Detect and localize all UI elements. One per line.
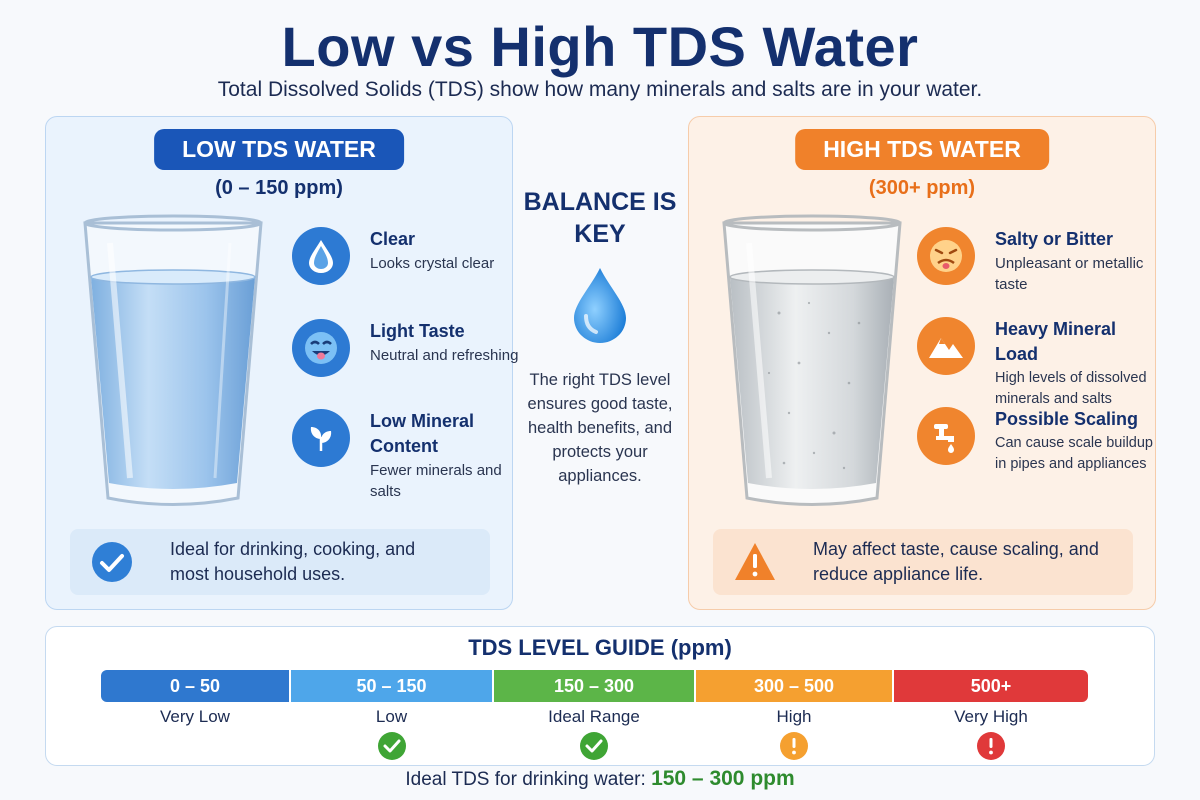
tds-segment-2: 150 – 300 [494, 670, 694, 702]
feature-title: Low Mineral Content [370, 411, 475, 456]
feature-desc: High levels of dissolved minerals and sa… [995, 370, 1147, 407]
low-tds-panel: LOW TDS WATER (0 – 150 ppm) Clear Looks … [45, 116, 518, 610]
low-tds-range: (0 – 150 ppm) [215, 177, 343, 199]
guide-title: TDS LEVEL GUIDE (ppm) [468, 635, 732, 660]
note-text: May affect taste, cause scaling, and red… [813, 539, 1099, 584]
water-drop-icon [574, 268, 626, 343]
tds-segment-label: High [776, 707, 812, 726]
ideal-tds-line: Ideal TDS for drinking water: 150 – 300 … [0, 767, 1200, 791]
feature-title: Heavy Mineral Load [995, 319, 1117, 364]
tds-segment-3: 300 – 500 [696, 670, 892, 702]
high-tds-panel: HIGH TDS WATER (300+ ppm) Salty or B [688, 116, 1156, 610]
warning-triangle-icon [735, 543, 775, 580]
page-title: Low vs High TDS Water [281, 15, 919, 78]
tds-segment-label: Very High [954, 707, 1028, 726]
smiley-tongue-icon [292, 319, 350, 377]
feature-desc: Neutral and refreshing [370, 347, 519, 364]
water-drop-icon [292, 227, 350, 285]
feature-desc: Unpleasant or metallic taste [995, 255, 1144, 293]
feature-title: Possible Scaling [995, 409, 1139, 429]
balance-text: The right TDS level ensures good taste, … [527, 371, 673, 485]
tds-segment-1: 50 – 150 [291, 670, 492, 702]
feature-title: Light Taste [370, 321, 465, 341]
tds-level-guide: TDS LEVEL GUIDE (ppm) 0 – 50 Very Low 50 –… [45, 626, 1155, 766]
faucet-icon [917, 407, 975, 465]
high-tds-note: May affect taste, cause scaling, and red… [713, 529, 1133, 595]
ideal-value: 150 – 300 ppm [651, 767, 795, 790]
page-subtitle: Total Dissolved Solids (TDS) show how ma… [217, 78, 983, 101]
low-tds-badge: LOW TDS WATER [154, 129, 404, 170]
feature-title: Salty or Bitter [995, 229, 1114, 249]
balance-section: BALANCE IS KEY The right TDS level ensur… [520, 186, 680, 488]
exclamation-circle-icon [977, 732, 1005, 760]
feature-desc: Can cause scale buildup in pipes and app… [995, 435, 1153, 472]
tds-segment-4: 500+ [894, 670, 1088, 702]
high-tds-badge: HIGH TDS WATER [795, 129, 1049, 170]
cloudy-water-glass-icon [722, 214, 902, 506]
disgusted-face-icon [917, 227, 975, 285]
exclamation-circle-icon [780, 732, 808, 760]
feature-desc: Looks crystal clear [370, 255, 495, 272]
check-circle-icon [580, 732, 608, 760]
check-circle-icon [92, 542, 132, 582]
high-tds-range: (300+ ppm) [868, 177, 976, 199]
tds-segment-label: Low [375, 707, 408, 726]
balance-title: BALANCE IS KEY [523, 188, 677, 248]
tds-segment-label: Ideal Range [548, 707, 640, 726]
tds-segment-label: Very Low [160, 707, 230, 726]
low-tds-note: Ideal for drinking, cooking, and most ho… [70, 529, 490, 595]
ideal-prefix: Ideal TDS for drinking water: [405, 769, 646, 790]
check-circle-icon [377, 732, 406, 760]
clear-water-glass-icon [83, 214, 263, 506]
mountain-icon [917, 317, 975, 375]
feature-title: Clear [370, 229, 416, 249]
tds-segment-0: 0 – 50 [101, 670, 289, 702]
note-text: Ideal for drinking, cooking, and most ho… [170, 539, 416, 584]
feature-desc: Fewer minerals and salts [370, 462, 502, 500]
leaf-icon [292, 409, 350, 467]
